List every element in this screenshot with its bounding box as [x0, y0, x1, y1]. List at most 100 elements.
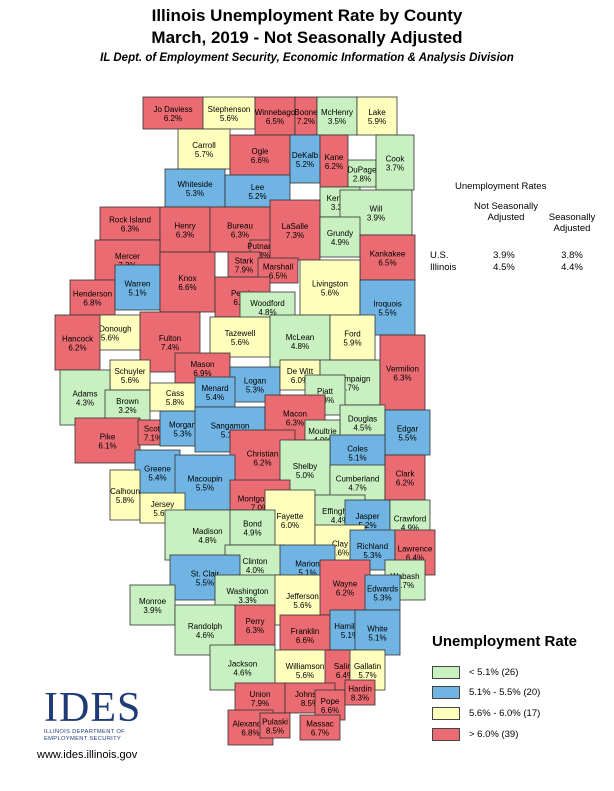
county-name: Marshall — [263, 263, 293, 272]
county-rate: 6.4% — [336, 671, 354, 680]
county-name: Stephenson — [208, 105, 251, 114]
county-name: Union — [250, 690, 271, 699]
county-shape — [69, 279, 116, 316]
legend-swatch-green — [432, 665, 460, 679]
county-shape — [209, 316, 271, 358]
county-name: Boone — [294, 108, 318, 117]
legend-item-blue: 5.1% - 5.5% (20) — [432, 685, 540, 699]
county-shape — [329, 314, 376, 361]
county-rate: 6.3% — [246, 626, 264, 635]
county-rate: 5.3% — [186, 189, 204, 198]
county-rate: 4.7% — [396, 581, 414, 590]
county-rate: 5.8% — [116, 496, 134, 505]
county-name: Putnam — [247, 242, 275, 251]
county-rate: 6.1% — [98, 442, 116, 451]
county-rate: 4.8% — [198, 536, 216, 545]
county-rate: 4.0% — [246, 566, 264, 575]
county-name: Morgan — [169, 421, 196, 430]
county-name: Piatt — [317, 387, 334, 396]
map-source: IL Dept. of Employment Security, Economi… — [100, 52, 514, 64]
county-shape — [279, 614, 331, 656]
county-shape — [354, 609, 401, 656]
county-rate: 6.5% — [269, 272, 287, 281]
county-name: Christian — [247, 450, 279, 459]
county-name: Wabash — [390, 572, 419, 581]
county-rate: 5.5% — [196, 484, 214, 493]
county-rate: 6.8% — [241, 729, 259, 738]
county-name: Woodford — [250, 299, 285, 308]
legend-label: > 6.0% (39) — [469, 728, 519, 740]
county-rate: 7.3% — [252, 251, 270, 260]
county-name: Montgomery — [238, 495, 282, 504]
county-shape — [329, 464, 386, 501]
county-shape — [234, 604, 276, 646]
county-shape — [269, 199, 321, 261]
county-shape — [364, 574, 401, 611]
county-rate: 5.3% — [373, 594, 391, 603]
county-rate: 5.4% — [148, 474, 166, 483]
county-shape — [59, 369, 111, 426]
county-name: Iroquois — [373, 300, 401, 309]
county-name: Douglas — [348, 415, 377, 424]
county-rate: 7.9% — [251, 699, 269, 708]
county-name: Adams — [73, 390, 98, 399]
county-rate: 5.7% — [195, 150, 213, 159]
county-name: Champaign — [330, 375, 371, 384]
county-name: Coles — [347, 445, 367, 454]
county-shape — [159, 251, 216, 313]
rates-row-us-nsa: 3.9% — [493, 250, 515, 261]
county-rate: 3.2% — [118, 406, 136, 415]
county-rate: 5.6% — [220, 114, 238, 123]
county-rate: 6.5% — [378, 259, 396, 268]
county-rate: 4.6% — [196, 631, 214, 640]
county-name: Wayne — [333, 580, 358, 589]
county-rate: 7.9% — [235, 266, 253, 275]
county-shape — [254, 96, 296, 136]
county-shape — [54, 314, 101, 371]
county-name: Moultrie — [308, 427, 337, 436]
county-name: Hancock — [62, 335, 94, 344]
county-rate: 5.1% — [298, 569, 316, 578]
county-rate: 8.3% — [351, 694, 369, 703]
map-subtitle: March, 2019 - Not Seasonally Adjusted — [151, 28, 463, 47]
legend-swatch-yellow — [432, 706, 460, 720]
county-name: Pike — [100, 433, 116, 442]
county-rate: 5.6% — [293, 601, 311, 610]
county-name: Jasper — [355, 512, 379, 521]
county-rate: 6.9% — [193, 369, 211, 378]
website-link[interactable]: www.ides.illinois.gov — [37, 749, 138, 761]
county-name: Massac — [306, 720, 334, 729]
county-name: Brown — [116, 397, 139, 406]
county-name: Williamson — [286, 662, 325, 671]
county-rate: 5.6% — [321, 289, 339, 298]
county-shape — [259, 712, 291, 739]
county-rate: 4.9% — [331, 238, 349, 247]
county-rate: 5.9% — [343, 339, 361, 348]
county-name: Cass — [166, 389, 184, 398]
county-rate: 6.6% — [321, 706, 339, 715]
rates-row-label-illinois: Illinois — [430, 262, 457, 273]
